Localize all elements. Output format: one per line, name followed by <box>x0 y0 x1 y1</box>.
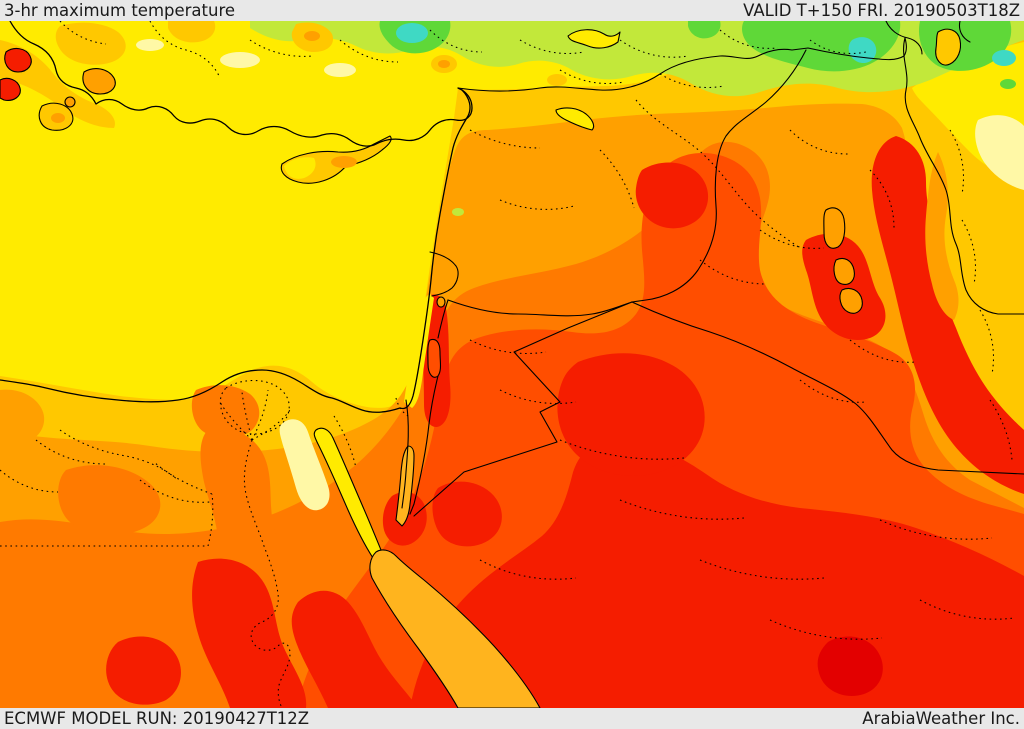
page-title: 3-hr maximum temperature <box>4 1 236 20</box>
header-bar: 3-hr maximum temperature VALID T+150 FRI… <box>0 0 1024 21</box>
lake-tharthar <box>823 207 846 249</box>
red-sea <box>369 549 541 708</box>
lake-assad <box>555 107 595 131</box>
border-syria-iraq <box>631 49 807 303</box>
credit-label: ArabiaWeather Inc. <box>862 709 1020 728</box>
lake-razzaza <box>833 257 855 285</box>
sea-of-galilee <box>436 296 446 308</box>
coastlines <box>0 21 473 413</box>
lakes <box>427 28 962 378</box>
lake-habbaniyah <box>839 287 863 314</box>
border-iraq-iran <box>903 37 1024 315</box>
valid-time-label: VALID T+150 FRI. 20190503T18Z <box>743 1 1020 20</box>
turkey-coastline <box>9 21 473 147</box>
lake-van <box>567 29 621 49</box>
weather-map <box>0 21 1024 708</box>
admin-borders <box>0 21 1015 708</box>
country-borders <box>401 21 1024 517</box>
border-caucasus <box>885 21 971 55</box>
border-turkey-syria-iraq <box>457 37 907 92</box>
nile-river <box>243 439 291 708</box>
water-bodies <box>313 427 541 708</box>
border-lebanon <box>429 251 459 297</box>
model-run-label: ECMWF MODEL RUN: 20190427T12Z <box>4 709 310 728</box>
footer-bar: ECMWF MODEL RUN: 20190427T12Z ArabiaWeat… <box>0 708 1024 729</box>
temperature-field <box>0 21 1024 708</box>
levant-egypt-coastline <box>0 89 471 413</box>
border-israel-jordan <box>409 299 449 515</box>
aegean-islands <box>0 47 116 131</box>
cyprus-island <box>280 135 392 184</box>
lake-urmia <box>935 28 962 66</box>
dead-sea <box>427 338 442 378</box>
border-jordan-saudi-zigzag <box>413 301 633 517</box>
border-egypt-israel <box>401 399 409 509</box>
border-syria-jordan <box>447 299 633 317</box>
border-iraq-saudi <box>631 301 1024 475</box>
